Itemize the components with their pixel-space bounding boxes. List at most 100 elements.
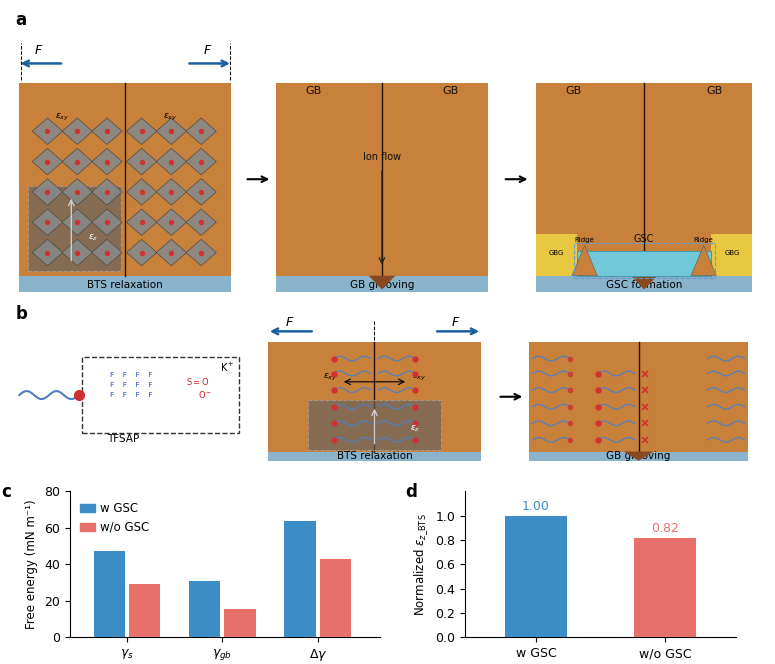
Polygon shape — [186, 209, 216, 236]
Text: TFSAP: TFSAP — [107, 434, 140, 444]
Polygon shape — [157, 148, 187, 175]
Text: Ridge: Ridge — [575, 236, 594, 242]
Bar — [529, 342, 749, 452]
Text: GB: GB — [707, 86, 723, 96]
Bar — [19, 83, 231, 276]
Polygon shape — [126, 179, 157, 205]
Bar — [634, 538, 696, 637]
Text: $\varepsilon_{xy}$: $\varepsilon_{xy}$ — [412, 372, 426, 383]
Polygon shape — [186, 118, 216, 145]
Bar — [319, 559, 351, 637]
Polygon shape — [62, 148, 92, 175]
Text: BTS relaxation: BTS relaxation — [336, 451, 412, 461]
Bar — [505, 516, 567, 637]
Polygon shape — [91, 179, 122, 205]
Polygon shape — [126, 209, 157, 236]
Polygon shape — [369, 276, 395, 290]
Polygon shape — [91, 209, 122, 236]
Text: GB: GB — [443, 86, 459, 96]
Bar — [94, 550, 125, 637]
Text: GB grooving: GB grooving — [350, 280, 414, 290]
Legend: w GSC, w/o GSC: w GSC, w/o GSC — [76, 497, 154, 539]
Bar — [577, 251, 711, 276]
Y-axis label: Free energy (mN m⁻¹): Free energy (mN m⁻¹) — [26, 499, 39, 629]
Polygon shape — [62, 179, 92, 205]
Text: $\varepsilon_{xy}$: $\varepsilon_{xy}$ — [163, 112, 177, 123]
Bar — [268, 452, 480, 461]
Text: BTS relaxation: BTS relaxation — [88, 280, 163, 290]
Bar — [276, 276, 488, 292]
Polygon shape — [157, 179, 187, 205]
Bar — [574, 242, 715, 278]
Polygon shape — [157, 239, 187, 266]
Text: $\mathrm{S{=}O}$: $\mathrm{S{=}O}$ — [186, 376, 210, 387]
Bar — [529, 452, 749, 461]
Text: GBG: GBG — [725, 250, 739, 256]
Text: F  F  F  F: F F F F — [109, 382, 152, 388]
Text: $\varepsilon_z$: $\varepsilon_z$ — [88, 233, 98, 243]
Bar — [308, 400, 442, 450]
Bar — [284, 521, 316, 637]
Text: $\varepsilon_{xy}$: $\varepsilon_{xy}$ — [55, 112, 70, 123]
Text: F  F  F  F: F F F F — [109, 372, 152, 378]
Text: c: c — [2, 483, 12, 501]
Polygon shape — [157, 209, 187, 236]
Polygon shape — [624, 452, 653, 461]
Polygon shape — [631, 276, 657, 290]
Polygon shape — [91, 239, 122, 266]
Text: K$^+$: K$^+$ — [220, 361, 235, 374]
Polygon shape — [186, 148, 216, 175]
Text: F  F  F  F: F F F F — [109, 392, 152, 398]
Polygon shape — [126, 239, 157, 266]
Polygon shape — [62, 118, 92, 145]
Bar — [536, 83, 752, 276]
Y-axis label: Normalized $\varepsilon_{z\_\mathrm{BTS}}$: Normalized $\varepsilon_{z\_\mathrm{BTS}… — [412, 513, 429, 616]
Text: GSC: GSC — [634, 234, 654, 244]
Text: a: a — [16, 11, 26, 29]
Bar — [189, 581, 220, 637]
Bar — [268, 342, 480, 452]
Polygon shape — [91, 118, 122, 145]
Text: GB: GB — [566, 86, 581, 96]
Bar — [536, 276, 752, 292]
Text: 1.00: 1.00 — [522, 500, 550, 513]
Text: $F$: $F$ — [285, 316, 294, 329]
Text: $\varepsilon_z$: $\varepsilon_z$ — [410, 424, 421, 434]
Polygon shape — [33, 148, 63, 175]
Polygon shape — [33, 239, 63, 266]
Text: $\varepsilon_{xy}$: $\varepsilon_{xy}$ — [322, 372, 337, 383]
Bar — [711, 234, 752, 276]
Polygon shape — [33, 179, 63, 205]
Polygon shape — [126, 148, 157, 175]
Polygon shape — [91, 148, 122, 175]
Text: $F$: $F$ — [451, 316, 460, 329]
Polygon shape — [33, 118, 63, 145]
Bar — [536, 234, 577, 276]
Polygon shape — [157, 118, 187, 145]
Polygon shape — [691, 246, 716, 276]
Polygon shape — [186, 239, 216, 266]
Text: GB: GB — [305, 86, 321, 96]
Text: GB grooving: GB grooving — [606, 451, 671, 461]
Polygon shape — [62, 239, 92, 266]
Text: GSC formation: GSC formation — [606, 280, 682, 290]
Bar — [82, 357, 239, 434]
Text: b: b — [16, 305, 27, 323]
Text: $F$: $F$ — [34, 44, 43, 57]
Bar — [224, 609, 256, 637]
Text: Ion flow: Ion flow — [363, 152, 401, 162]
Text: $F$: $F$ — [203, 44, 212, 57]
Text: Ridge: Ridge — [694, 236, 714, 242]
Bar — [19, 276, 231, 292]
Polygon shape — [126, 118, 157, 145]
Polygon shape — [33, 209, 63, 236]
Text: $\mathrm{O^-}$: $\mathrm{O^-}$ — [198, 389, 212, 400]
Bar — [28, 186, 121, 272]
Polygon shape — [186, 179, 216, 205]
Bar — [276, 83, 488, 276]
Bar — [129, 584, 160, 637]
Text: d: d — [405, 483, 417, 501]
Text: GBG: GBG — [549, 250, 564, 256]
Polygon shape — [62, 209, 92, 236]
Polygon shape — [572, 246, 598, 276]
